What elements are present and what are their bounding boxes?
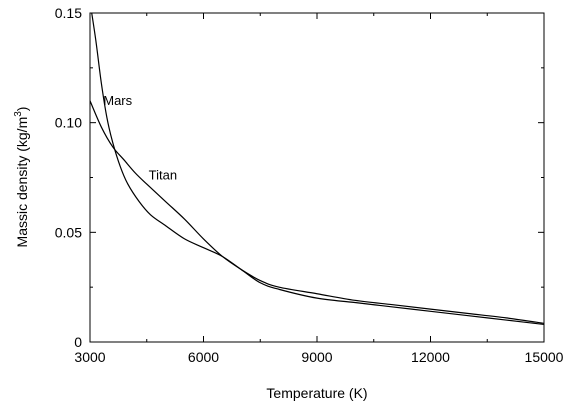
y-axis-title-superscript: 3 <box>13 111 24 117</box>
y-tick-label: 0.10 <box>55 115 82 131</box>
series-label-titan: Titan <box>149 168 177 183</box>
x-axis-title: Temperature (K) <box>266 385 367 401</box>
series-line-mars <box>91 13 544 326</box>
y-tick-label: 0.05 <box>55 224 82 240</box>
series-annotations: Mars Titan <box>103 93 177 183</box>
y-axis-title-main: Massic density (kg/m <box>14 117 30 248</box>
x-tick-label: 15000 <box>525 349 564 365</box>
x-tick-label: 12000 <box>411 349 450 365</box>
series-line-titan <box>90 100 544 324</box>
x-tick-label: 3000 <box>74 349 105 365</box>
series-curves <box>90 13 544 326</box>
x-tick-label: 6000 <box>188 349 219 365</box>
series-label-mars: Mars <box>103 93 132 108</box>
x-tick-label: 9000 <box>301 349 332 365</box>
y-axis-title-suffix: ) <box>14 107 30 112</box>
tick-labels: 3000 6000 9000 12000 15000 0 0.05 0.10 0.15 <box>55 5 564 365</box>
ticks <box>89 12 545 343</box>
y-tick-label: 0 <box>74 334 82 350</box>
y-axis-title: Massic density (kg/m3) <box>13 107 30 248</box>
y-tick-label: 0.15 <box>55 5 82 21</box>
